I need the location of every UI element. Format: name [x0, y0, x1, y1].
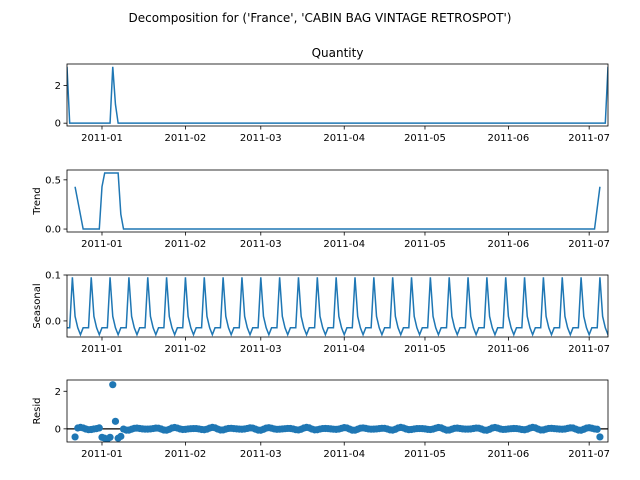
x-tick-label: 2011-01 [81, 344, 123, 355]
x-tick-label: 2011-01 [81, 449, 123, 460]
resid-point [111, 417, 120, 425]
y-axis-label: Resid [32, 398, 43, 425]
x-tick-label: 2011-05 [404, 239, 446, 250]
panels-group: 2011-01 2011-02 2011-03 2011-04 2011-05 2011-… [32, 46, 610, 460]
axes-frame-quantity [66, 63, 609, 127]
series-line-quantity [67, 66, 608, 124]
x-tick-label: 2011-06 [488, 449, 530, 460]
x-tick-label: 2011-07 [568, 133, 610, 144]
x-tick-label: 2011-04 [323, 239, 365, 250]
x-tick-label: 2011-03 [240, 133, 282, 144]
plot-area-trend [74, 172, 601, 230]
x-tick-label: 2011-01 [81, 133, 123, 144]
x-tick-label: 2011-02 [165, 239, 207, 250]
plot-area-quantity [67, 66, 608, 124]
x-tick-label: 2011-02 [165, 133, 207, 144]
x-tick-label: 2011-02 [165, 344, 207, 355]
y-tick-label: 0 [55, 119, 61, 130]
panel-title: Quantity [312, 46, 364, 60]
resid-point [106, 433, 114, 441]
panel-seasonal: 2011-01 2011-02 2011-03 2011-04 2011-05 2011-… [32, 271, 610, 356]
axes-frame-resid [66, 379, 609, 443]
y-tick-label: 0.0 [45, 316, 61, 327]
y-tick-label: 2 [55, 387, 61, 398]
x-tick-label: 2011-04 [323, 133, 365, 144]
y-axis-label: Seasonal [32, 283, 43, 328]
x-tick-label: 2011-05 [404, 133, 446, 144]
x-tick-label: 2011-03 [240, 239, 282, 250]
plot-area-seasonal [67, 277, 608, 337]
y-tick-label: 0.1 [45, 271, 61, 282]
plot-area-resid [67, 381, 608, 442]
axes-frame-seasonal [66, 274, 609, 338]
x-tick-label: 2011-04 [323, 344, 365, 355]
x-tick-label: 2011-02 [165, 449, 207, 460]
x-tick-label: 2011-07 [568, 239, 610, 250]
x-tick-label: 2011-01 [81, 239, 123, 250]
resid-point [71, 433, 79, 441]
resid-point [95, 424, 103, 432]
axes-frame-trend [66, 169, 609, 233]
series-line-trend [74, 172, 601, 230]
panel-resid: 2011-01 2011-02 2011-03 2011-04 2011-05 2011-… [32, 379, 610, 460]
figure-suptitle: Decomposition for ('France', 'CABIN BAG … [129, 11, 512, 25]
series-line-seasonal [67, 277, 608, 337]
x-tick-label: 2011-05 [404, 344, 446, 355]
x-tick-label: 2011-06 [488, 239, 530, 250]
resid-point [593, 425, 601, 433]
resid-point [596, 433, 604, 441]
y-tick-label: 0 [55, 424, 61, 435]
x-tick-label: 2011-03 [240, 449, 282, 460]
x-tick-label: 2011-03 [240, 344, 282, 355]
y-tick-label: 2 [55, 81, 61, 92]
x-tick-label: 2011-05 [404, 449, 446, 460]
y-tick-label: 0.5 [45, 175, 61, 186]
resid-point [117, 432, 125, 440]
x-tick-label: 2011-04 [323, 449, 365, 460]
y-axis-label: Trend [32, 187, 43, 215]
x-tick-label: 2011-06 [488, 344, 530, 355]
panel-quantity: 2011-01 2011-02 2011-03 2011-04 2011-05 2011-… [55, 46, 610, 144]
x-tick-label: 2011-07 [568, 449, 610, 460]
panel-trend: 2011-01 2011-02 2011-03 2011-04 2011-05 2011-… [32, 169, 610, 250]
resid-point [109, 381, 117, 389]
x-tick-label: 2011-07 [568, 344, 610, 355]
x-tick-label: 2011-06 [488, 133, 530, 144]
y-tick-label: 0.0 [45, 225, 61, 236]
